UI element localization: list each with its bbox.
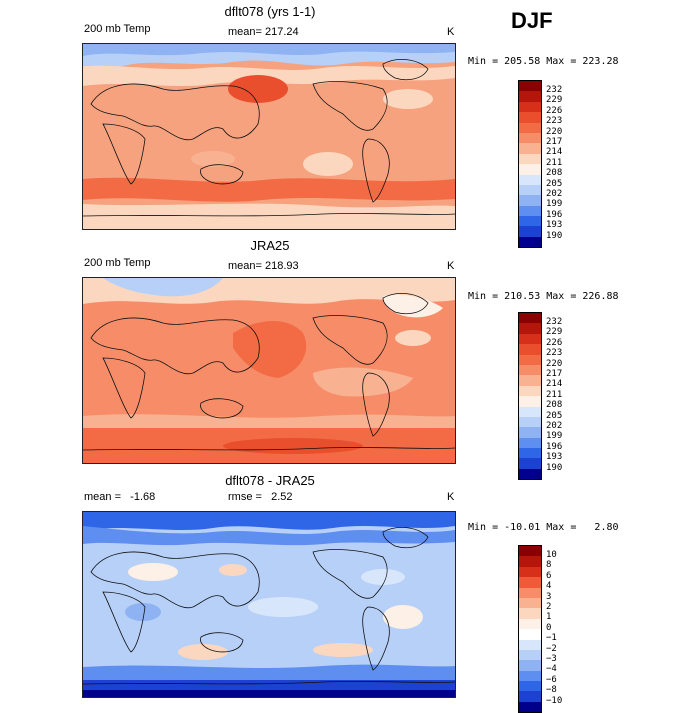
colorbar-tick: 208 xyxy=(546,168,563,179)
colorbar-tick: −2 xyxy=(546,643,557,654)
colorbar-tick: 223 xyxy=(546,348,563,359)
panel1-left-label: 200 mb Temp xyxy=(84,23,151,35)
panel3-map xyxy=(82,511,456,698)
panel2-left-label: 200 mb Temp xyxy=(84,257,151,269)
panel2-unit-label: K xyxy=(447,260,455,272)
colorbar-tick: 214 xyxy=(546,379,563,390)
colorbar-tick: −6 xyxy=(546,674,557,685)
panel2-colorbar xyxy=(518,312,542,481)
colorbar-tick: 190 xyxy=(546,462,563,473)
colorbar-tick: 226 xyxy=(546,337,563,348)
colorbar-tick: 229 xyxy=(546,95,563,106)
colorbar-tick: −4 xyxy=(546,664,557,675)
colorbar-tick: 205 xyxy=(546,178,563,189)
panel3-unit-label: K xyxy=(447,491,455,503)
colorbar-tick: 232 xyxy=(546,85,563,95)
colorbar-tick: 6 xyxy=(546,570,552,581)
colorbar-tick: 190 xyxy=(546,230,563,241)
colorbar-tick: 214 xyxy=(546,147,563,158)
panel2-mean-label: mean= 218.93 xyxy=(228,260,299,272)
colorbar-tick: 199 xyxy=(546,431,563,442)
season-label: DJF xyxy=(511,8,553,33)
panel3-colorbar xyxy=(518,545,542,713)
panel2-map xyxy=(82,277,456,464)
colorbar-tick: 8 xyxy=(546,560,552,571)
colorbar-tick: 208 xyxy=(546,400,563,411)
colorbar-tick: 226 xyxy=(546,105,563,116)
colorbar-tick: 196 xyxy=(546,441,563,452)
panel3-minmax: Min = -10.01 Max = 2.80 xyxy=(468,522,619,533)
colorbar-tick: 205 xyxy=(546,410,563,421)
panel3-mean-label: mean = -1.68 xyxy=(84,491,156,503)
colorbar-tick: 232 xyxy=(546,317,563,327)
colorbar-tick: 193 xyxy=(546,452,563,463)
colorbar-tick: −1 xyxy=(546,633,557,644)
panel1-title: dflt078 (yrs 1-1) xyxy=(224,4,316,19)
colorbar-tick: 202 xyxy=(546,421,563,431)
colorbar-tick: 0 xyxy=(546,622,552,633)
colorbar-tick: −10 xyxy=(546,695,563,706)
colorbar-tick: 196 xyxy=(546,209,563,220)
panel1-minmax: Min = 205.58 Max = 223.28 xyxy=(468,56,619,67)
panel2-title: JRA25 xyxy=(250,238,290,253)
panel1-mean-label: mean= 217.24 xyxy=(228,26,299,38)
colorbar-tick: −8 xyxy=(546,685,557,696)
panel2-minmax: Min = 210.53 Max = 226.88 xyxy=(468,291,619,302)
panel1-map xyxy=(82,43,456,230)
panel3-rmse-label: rmse = 2.52 xyxy=(228,491,293,503)
colorbar-tick: 229 xyxy=(546,327,563,338)
panel1-unit-label: K xyxy=(447,26,455,38)
panel1-colorbar xyxy=(518,80,542,249)
colorbar-tick: 211 xyxy=(546,389,563,400)
panel3-title: dflt078 - JRA25 xyxy=(225,473,315,488)
colorbar-tick: 3 xyxy=(546,591,552,602)
colorbar-tick: 1 xyxy=(546,612,552,623)
colorbar-tick: 217 xyxy=(546,369,563,379)
colorbar-tick: 2 xyxy=(546,602,552,612)
colorbar-tick: 193 xyxy=(546,220,563,231)
colorbar-tick: 211 xyxy=(546,157,563,168)
colorbar-tick: −3 xyxy=(546,654,557,664)
colorbar-tick: 220 xyxy=(546,126,563,137)
colorbar-tick: 199 xyxy=(546,199,563,210)
colorbar-tick: 220 xyxy=(546,358,563,369)
colorbar-tick: 10 xyxy=(546,550,557,560)
colorbar-tick: 223 xyxy=(546,116,563,127)
colorbar-tick: 4 xyxy=(546,581,552,592)
colorbar-tick: 217 xyxy=(546,137,563,147)
colorbar-tick: 202 xyxy=(546,189,563,199)
